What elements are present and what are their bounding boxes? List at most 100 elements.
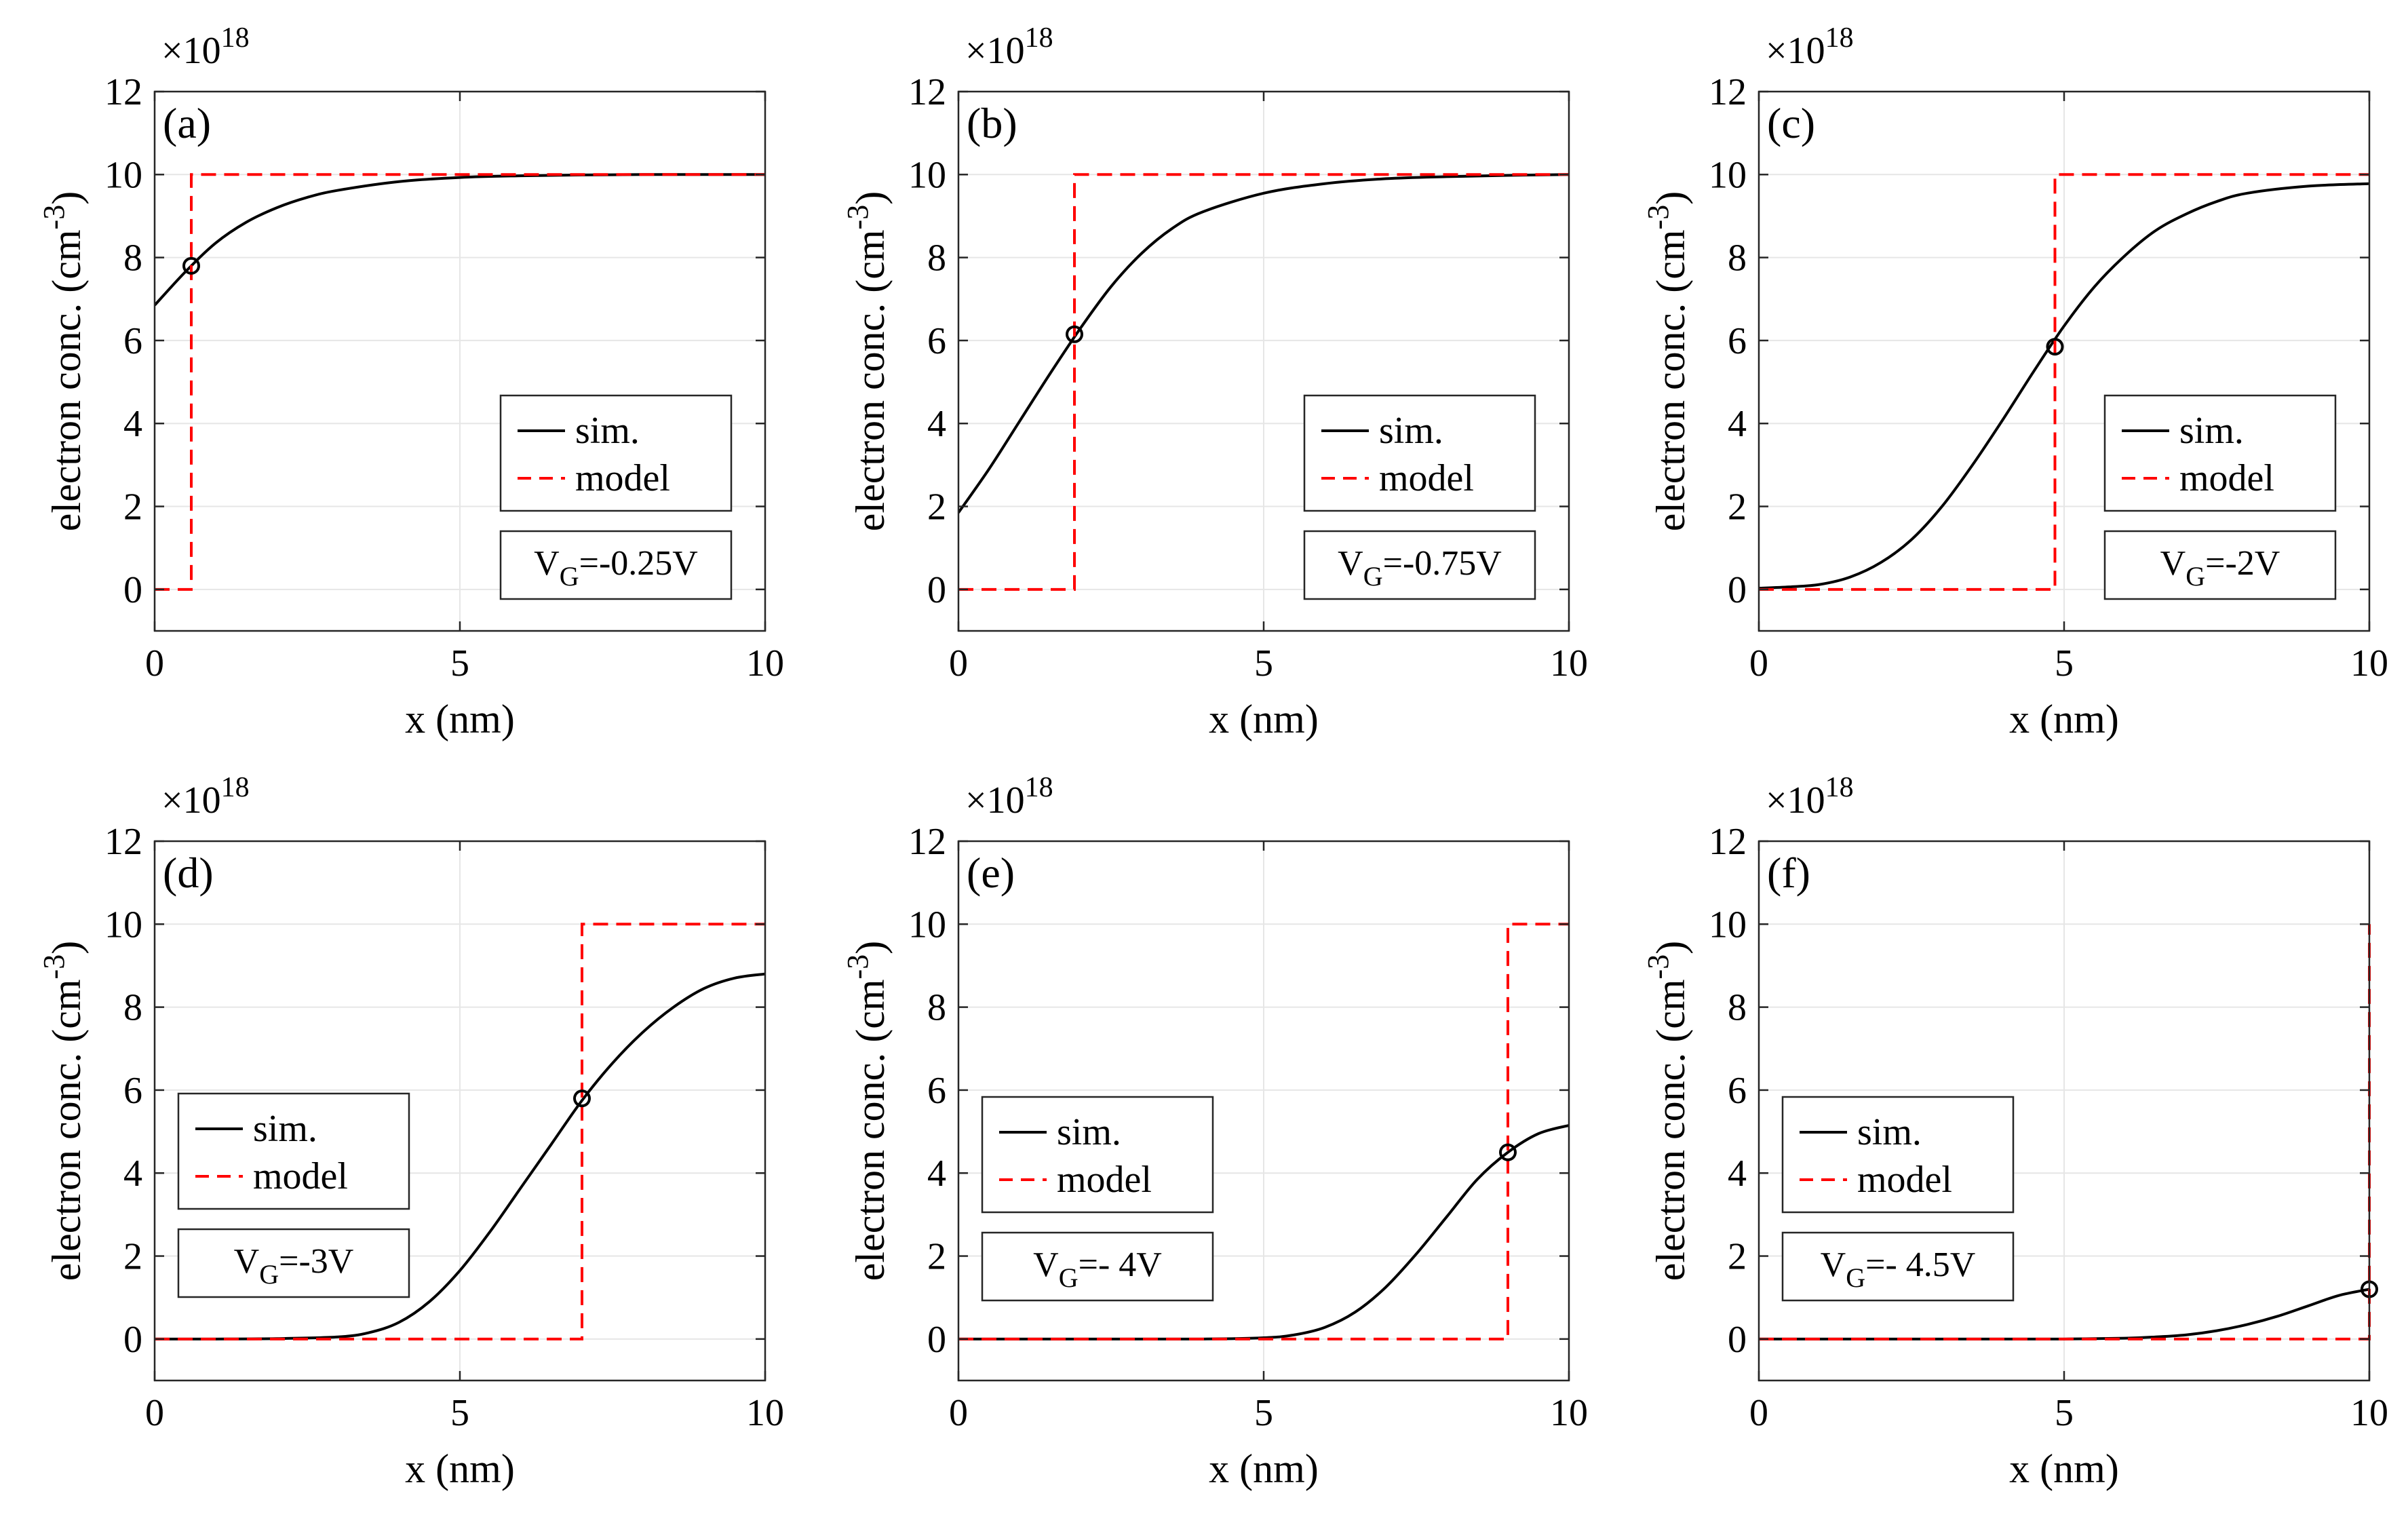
y-multiplier: ×1018 <box>1766 772 1854 822</box>
y-axis-label-close: ) <box>44 941 89 954</box>
x-tick-label: 0 <box>949 1392 968 1434</box>
gate-voltage-subscript: G <box>2186 561 2205 592</box>
y-axis-label: electron conc. (cm-3) <box>37 191 89 531</box>
y-tick-label: 4 <box>927 403 946 445</box>
y-axis-label-close: ) <box>1648 941 1693 954</box>
series-sim-line <box>958 173 1569 514</box>
x-axis-label: x (nm) <box>2009 1446 2119 1491</box>
y-axis-label-exponent: -3 <box>841 205 874 230</box>
y-tick-label: 4 <box>927 1153 946 1195</box>
gate-voltage-box <box>1303 530 1536 600</box>
y-tick-label: 4 <box>1728 1153 1747 1195</box>
y-tick-label: 2 <box>1728 1236 1747 1278</box>
panel-label: (d) <box>163 849 214 897</box>
y-tick-label: 12 <box>1709 71 1747 113</box>
legend-box <box>981 1096 1214 1214</box>
panel-label: (c) <box>1767 99 1815 147</box>
x-tick-label: 0 <box>1749 642 1768 684</box>
x-axis-label: x (nm) <box>2009 697 2119 741</box>
y-tick-label: 8 <box>927 987 946 1029</box>
chart-panel-f: 0 5 10 0 2 4 6 8 10 12 ×1018 x (nm) electron conc. (… <box>1642 772 2388 1491</box>
y-axis-label-exponent: -3 <box>841 954 874 980</box>
y-multiplier-exponent: 18 <box>1025 772 1053 803</box>
gate-voltage-box <box>2103 530 2337 600</box>
gate-voltage-value: =- 4V <box>1079 1246 1162 1284</box>
x-tick-label: 10 <box>2350 1392 2388 1434</box>
intersection-marker <box>573 1089 591 1108</box>
y-multiplier-exponent: 18 <box>221 22 250 54</box>
y-tick-label: 6 <box>1728 320 1747 362</box>
series-model-line <box>1759 173 2369 591</box>
y-multiplier: ×1018 <box>1766 22 1854 72</box>
y-tick-label: 8 <box>123 987 142 1029</box>
y-tick-label: 2 <box>927 1236 946 1278</box>
legend-sim-label: sim. <box>1857 1111 1922 1153</box>
gate-voltage-box <box>499 530 733 600</box>
legend-model-label: model <box>1057 1159 1152 1201</box>
x-axis-label: x (nm) <box>405 697 515 741</box>
gate-voltage-label: VG=- 4V <box>1033 1246 1162 1293</box>
x-axis-label: x (nm) <box>1209 1446 1319 1491</box>
y-axis-label-exponent: -3 <box>37 954 71 980</box>
y-tick-label: 4 <box>123 403 142 445</box>
legend-model-label: model <box>1857 1159 1952 1201</box>
y-tick-label: 10 <box>1709 154 1747 196</box>
x-axis-label: x (nm) <box>1209 697 1319 741</box>
gate-voltage-subscript: G <box>1059 1262 1079 1293</box>
y-axis-label-close: ) <box>44 191 89 205</box>
x-tick-label: 10 <box>1550 1392 1588 1434</box>
y-axis-label: electron conc. (cm-3) <box>841 191 893 531</box>
gate-voltage-value: =- 4.5V <box>1865 1246 1975 1284</box>
legend-model-label: model <box>253 1155 348 1197</box>
legend-box <box>1781 1096 2015 1214</box>
y-tick-label: 6 <box>123 320 142 362</box>
gate-voltage-box <box>177 1228 410 1298</box>
chart-panel-e: 0 5 10 0 2 4 6 8 10 12 ×1018 x (nm) electron conc. (… <box>841 772 1588 1491</box>
y-axis-label-exponent: -3 <box>1642 205 1675 230</box>
y-tick-label: 2 <box>1728 486 1747 528</box>
y-tick-label: 6 <box>927 1070 946 1112</box>
y-tick-label: 10 <box>908 904 946 946</box>
x-tick-label: 10 <box>746 642 784 684</box>
y-tick-label: 8 <box>927 237 946 279</box>
gate-voltage-value: =-0.25V <box>579 544 698 583</box>
y-multiplier-exponent: 18 <box>1825 772 1854 803</box>
y-multiplier: ×1018 <box>965 22 1053 72</box>
y-multiplier-exponent: 18 <box>1025 22 1053 54</box>
series-model-line <box>958 923 1569 1340</box>
x-tick-label: 0 <box>145 642 164 684</box>
y-tick-label: 10 <box>908 154 946 196</box>
panel-label: (b) <box>967 99 1017 147</box>
y-tick-label: 0 <box>1728 1319 1747 1361</box>
series-sim-line <box>155 972 765 1340</box>
x-tick-label: 5 <box>1254 1392 1273 1434</box>
y-multiplier-exponent: 18 <box>221 772 250 803</box>
series-model-line <box>155 173 765 591</box>
x-tick-label: 5 <box>2055 642 2074 684</box>
legend-sim-label: sim. <box>575 410 640 452</box>
y-axis-label: electron conc. (cm-3) <box>1642 191 1693 531</box>
intersection-marker <box>1066 325 1083 343</box>
x-tick-label: 5 <box>450 642 469 684</box>
y-tick-label: 10 <box>104 904 142 946</box>
legend-model-label: model <box>1379 457 1474 499</box>
y-axis-label: electron conc. (cm-3) <box>1642 941 1693 1281</box>
y-tick-label: 2 <box>927 486 946 528</box>
y-tick-label: 0 <box>927 569 946 611</box>
panel-label: (e) <box>967 849 1015 897</box>
y-tick-label: 2 <box>123 486 142 528</box>
intersection-marker <box>1499 1143 1517 1161</box>
x-axis-label: x (nm) <box>405 1446 515 1491</box>
x-tick-label: 0 <box>145 1392 164 1434</box>
y-tick-label: 8 <box>123 237 142 279</box>
y-axis-label: electron conc. (cm-3) <box>841 941 893 1281</box>
y-tick-label: 4 <box>123 1153 142 1195</box>
gate-voltage-subscript: G <box>1363 561 1383 592</box>
y-tick-label: 12 <box>1709 821 1747 863</box>
legend-model-label: model <box>575 457 670 499</box>
y-tick-label: 6 <box>1728 1070 1747 1112</box>
chart-panel-b: 0 5 10 0 2 4 6 8 10 12 ×1018 x (nm) electron conc. (… <box>841 22 1588 741</box>
y-axis-label: electron conc. (cm-3) <box>37 941 89 1281</box>
x-tick-label: 5 <box>1254 642 1273 684</box>
